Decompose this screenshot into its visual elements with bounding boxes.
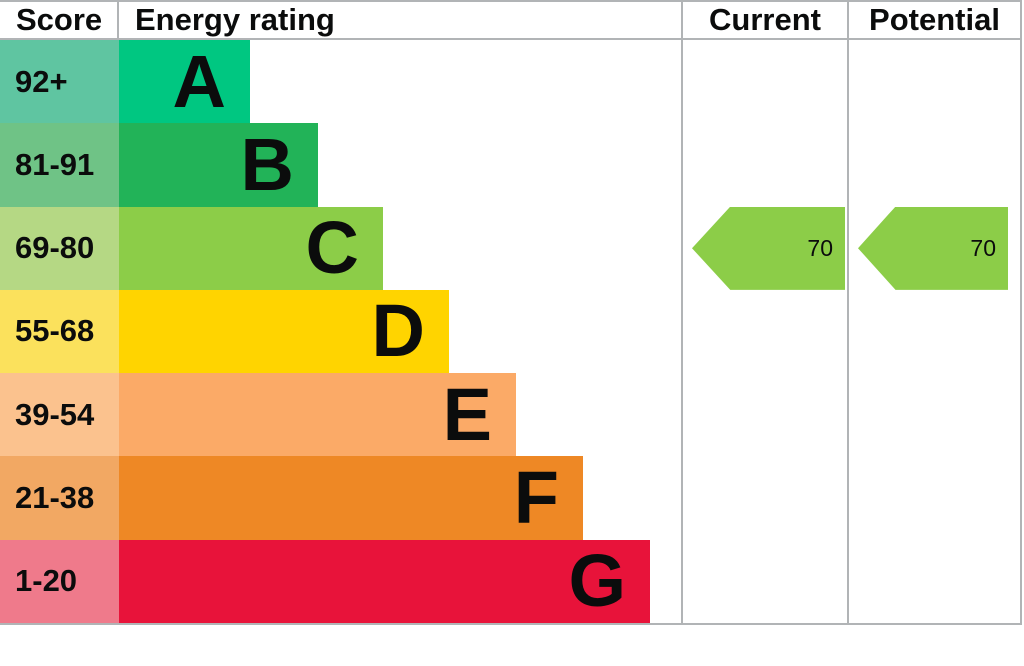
potential-rating-arrow: 70 (858, 206, 1008, 290)
score-range-label: 21-38 (15, 480, 95, 516)
rating-bar: C (119, 206, 383, 290)
band-row: 39-54 E (0, 372, 1020, 457)
rating-bar: E (119, 372, 516, 457)
potential-cell (849, 289, 1020, 374)
score-cell: 69-80 (0, 206, 119, 290)
rating-bar: F (119, 456, 583, 540)
header-row: Score Energy rating Current Potential (0, 2, 1020, 40)
score-column-header: Score (0, 2, 119, 38)
score-cell: 81-91 (0, 123, 119, 207)
rating-bar: A (119, 39, 250, 124)
rating-cell: G (119, 539, 683, 623)
score-range-label: 39-54 (15, 396, 95, 432)
band-rows: 92+ A 81-91 B 69-80 C 70 (0, 40, 1020, 623)
energy-rating-column-header: Energy rating (119, 2, 683, 38)
potential-cell (849, 40, 1020, 124)
rating-bar: D (119, 289, 449, 374)
rating-bar: G (119, 539, 650, 623)
potential-cell (849, 539, 1020, 623)
rating-cell: E (119, 372, 683, 457)
band-letter: F (513, 456, 559, 540)
potential-cell (849, 373, 1020, 457)
current-cell: 70 (683, 206, 849, 290)
score-range-label: 81-91 (15, 146, 95, 182)
current-rating-value: 70 (807, 234, 833, 261)
band-row: 81-91 B (0, 122, 1020, 207)
band-row: 92+ A (0, 39, 1020, 124)
rating-cell: A (119, 39, 683, 124)
rating-cell: D (119, 289, 683, 374)
potential-rating-value: 70 (970, 234, 996, 261)
band-letter: C (305, 206, 359, 290)
score-cell: 39-54 (0, 373, 119, 457)
current-cell (683, 123, 849, 207)
current-cell (683, 289, 849, 374)
rating-bar: B (119, 122, 318, 207)
potential-cell: 70 (849, 206, 1020, 290)
current-cell (683, 373, 849, 457)
epc-rating-chart: Score Energy rating Current Potential 92… (0, 0, 1022, 625)
score-cell: 21-38 (0, 456, 119, 540)
score-range-label: 55-68 (15, 313, 95, 349)
band-row: 69-80 C 70 70 (0, 206, 1020, 290)
band-row: 55-68 D (0, 289, 1020, 374)
score-range-label: 1-20 (15, 563, 78, 599)
potential-column-header: Potential (869, 2, 1000, 37)
potential-cell (849, 123, 1020, 207)
score-range-label: 92+ (15, 63, 68, 99)
score-cell: 92+ (0, 40, 119, 124)
score-cell: 1-20 (0, 539, 119, 623)
current-cell (683, 539, 849, 623)
band-letter: A (172, 39, 226, 123)
rating-cell: C (119, 206, 683, 290)
band-row: 21-38 F (0, 456, 1020, 540)
score-cell: 55-68 (0, 289, 119, 374)
current-column-header: Current (683, 2, 849, 38)
rating-cell: F (119, 456, 683, 540)
band-letter: B (240, 122, 294, 206)
band-letter: D (371, 289, 425, 373)
potential-cell (849, 456, 1020, 540)
current-cell (683, 40, 849, 124)
current-rating-arrow: 70 (692, 206, 845, 290)
band-letter: G (568, 539, 626, 623)
rating-cell: B (119, 122, 683, 207)
band-letter: E (442, 372, 492, 456)
score-range-label: 69-80 (15, 230, 95, 266)
current-cell (683, 456, 849, 540)
band-row: 1-20 G (0, 539, 1020, 623)
